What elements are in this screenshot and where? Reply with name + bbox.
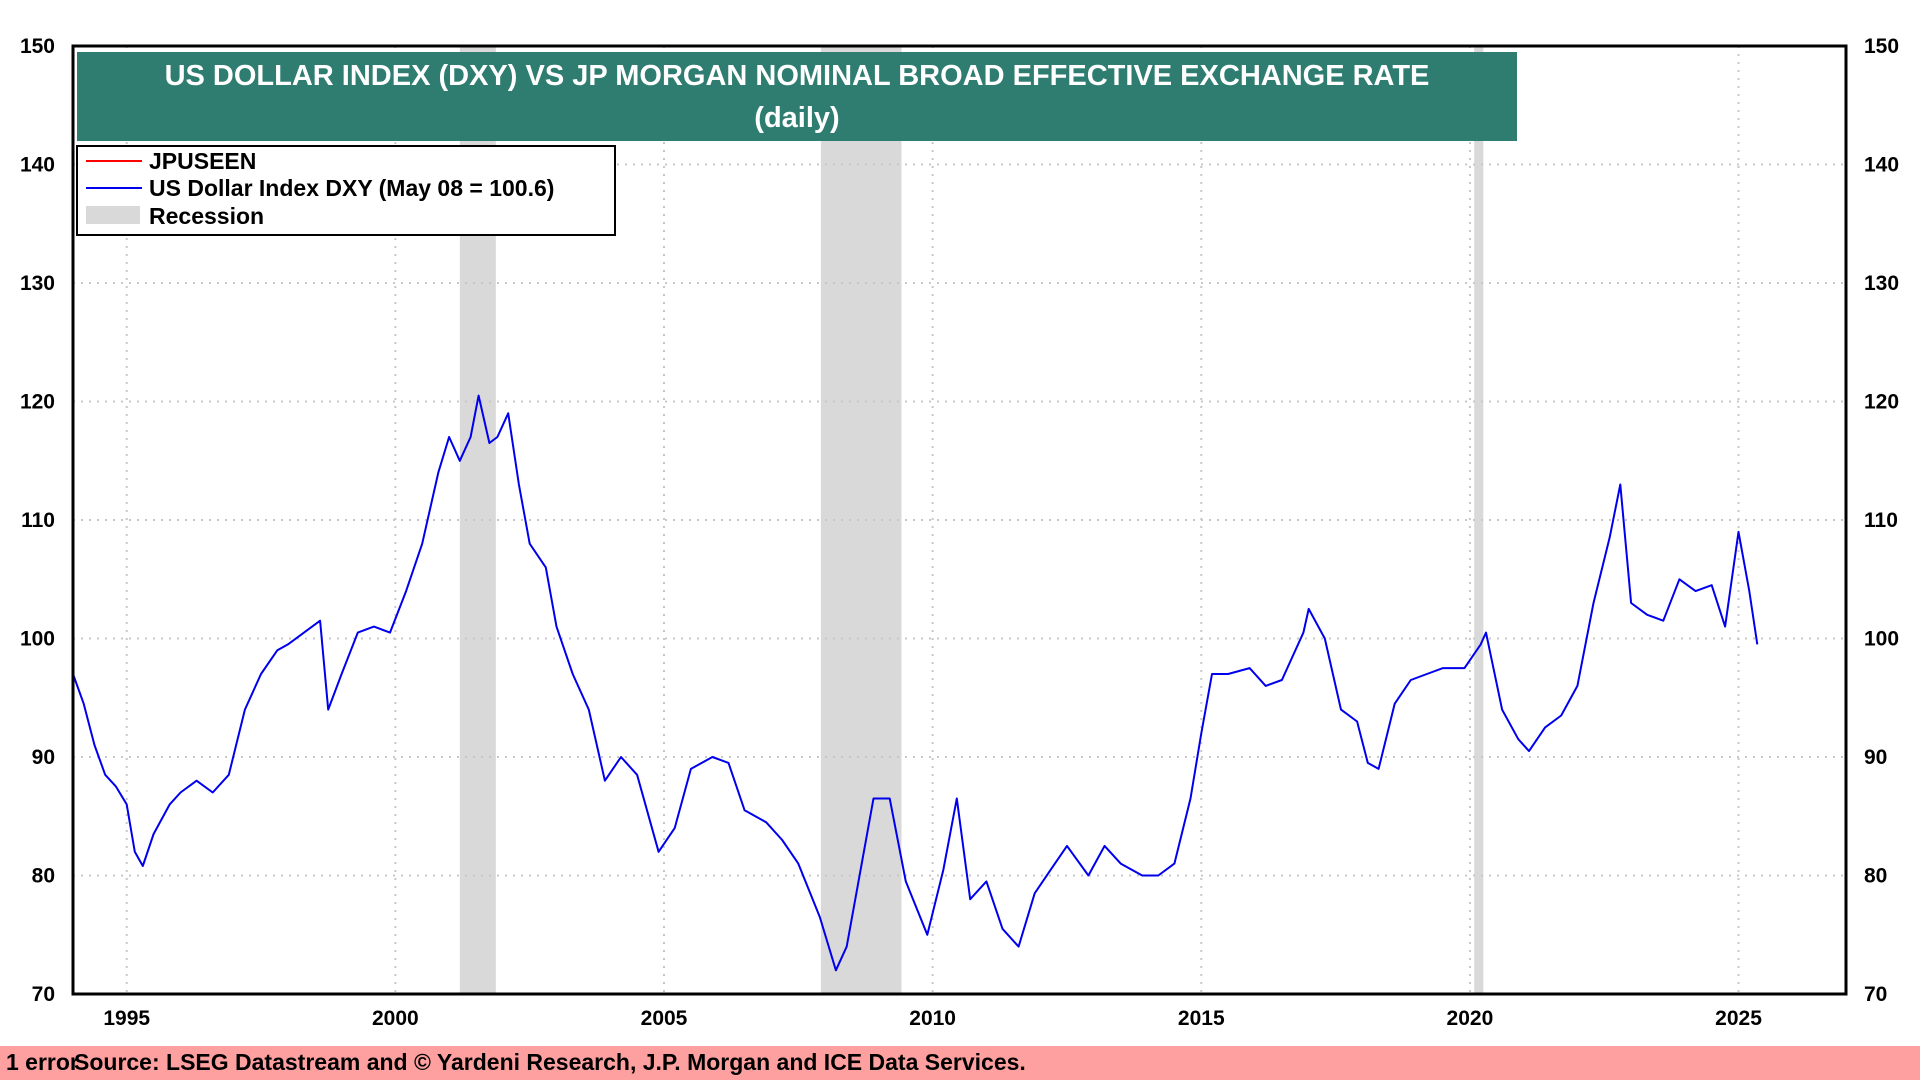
- x-tick-label: 2020: [1447, 1007, 1494, 1030]
- series-line-1: [72, 394, 1759, 972]
- y-tick-label-left: 150: [20, 35, 55, 58]
- y-tick-label-right: 140: [1864, 154, 1899, 177]
- legend-label-recession: Recession: [149, 203, 264, 229]
- y-tick-label-right: 120: [1864, 391, 1899, 414]
- y-tick-label-right: 130: [1864, 272, 1899, 295]
- chart-title: US DOLLAR INDEX (DXY) VS JP MORGAN NOMIN…: [165, 60, 1430, 92]
- source-note: Source: LSEG Datastream and © Yardeni Re…: [74, 1049, 1026, 1075]
- legend-box: [76, 145, 616, 236]
- y-tick-label-left: 110: [21, 509, 55, 532]
- legend: JPUSEEN US Dollar Index DXY (May 08 = 10…: [76, 145, 616, 236]
- y-tick-label-right: 110: [1864, 509, 1898, 532]
- y-tick-label-right: 90: [1864, 746, 1887, 769]
- y-tick-label-left: 120: [20, 391, 55, 414]
- chart-canvas: 70 70 80 80 90 90 100 100 110 110 120 120 130 130 140 1…: [20, 35, 1899, 1030]
- x-tick-label: 2005: [641, 1007, 688, 1030]
- x-tick-label: 2000: [372, 1007, 419, 1030]
- recession-band: [1474, 46, 1484, 994]
- y-tick-label-left: 90: [32, 746, 55, 769]
- title-background: [77, 52, 1517, 141]
- y-tick-label-right: 80: [1864, 865, 1887, 888]
- series-lines: [72, 394, 1759, 972]
- y-tick-label-left: 80: [32, 865, 55, 888]
- y-tick-label-left: 100: [20, 628, 55, 651]
- grid-lines: [73, 46, 1846, 994]
- x-tick-label: 2015: [1178, 1007, 1225, 1030]
- chart-subtitle: (daily): [754, 102, 839, 134]
- source-footer: 1 error Source: LSEG Datastream and © Ya…: [0, 1046, 1920, 1080]
- title-box: US DOLLAR INDEX (DXY) VS JP MORGAN NOMIN…: [77, 52, 1517, 141]
- y-tick-label-right: 100: [1864, 628, 1899, 651]
- x-tick-label: 2025: [1715, 1007, 1762, 1030]
- y-tick-label-left: 70: [32, 983, 55, 1006]
- legend-label-dxy: US Dollar Index DXY (May 08 = 100.6): [149, 175, 554, 201]
- axis-labels: 70 70 80 80 90 90 100 100 110 110 120 120 130 130 140 1…: [20, 35, 1899, 1030]
- y-tick-label-left: 130: [20, 272, 55, 295]
- y-tick-label-left: 140: [20, 154, 55, 177]
- plot-frame: [71, 44, 1848, 996]
- y-tick-label-right: 150: [1864, 35, 1899, 58]
- y-tick-label-right: 70: [1864, 983, 1887, 1006]
- error-indicator: 1 error: [6, 1049, 79, 1075]
- x-tick-label: 2010: [909, 1007, 956, 1030]
- x-tick-label: 1995: [103, 1007, 150, 1030]
- legend-label-jpuseen: JPUSEEN: [149, 148, 256, 174]
- legend-swatch-recession: [86, 206, 140, 224]
